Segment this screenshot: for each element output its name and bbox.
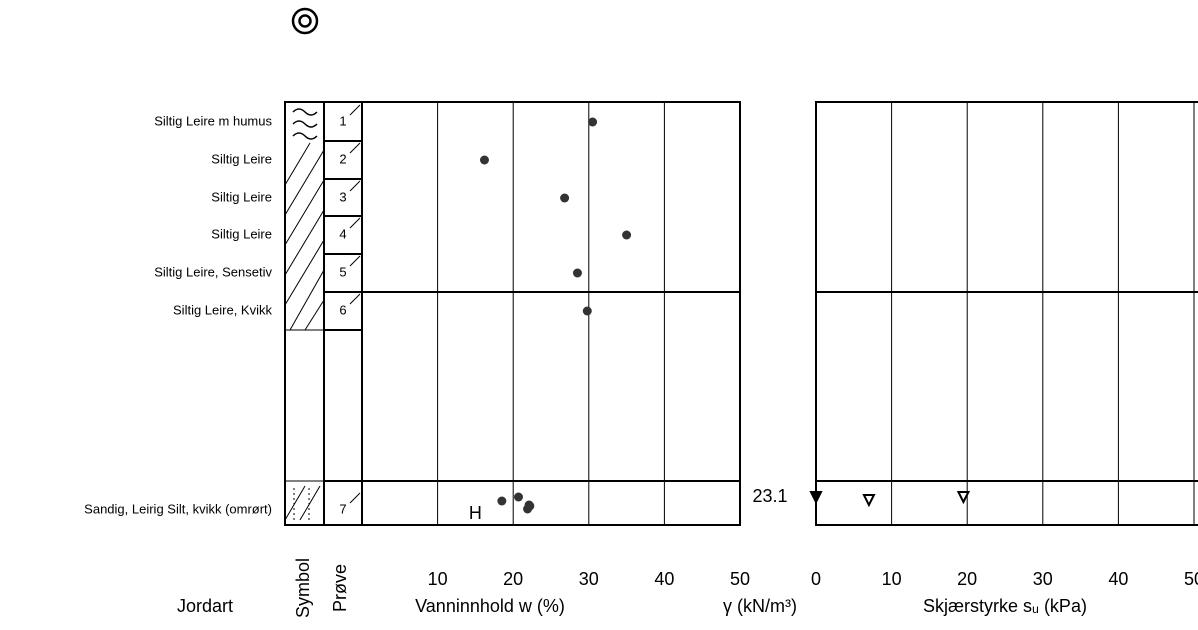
x-tick-label: 0 <box>811 569 821 589</box>
triangle <box>809 491 823 505</box>
soil-name: Sandig, Leirig Silt, kvikk (omrørt) <box>84 501 272 516</box>
frame <box>284 101 1198 526</box>
sample-tick <box>349 104 361 116</box>
point <box>525 501 535 511</box>
logo <box>291 7 319 35</box>
sample-tick <box>349 180 361 192</box>
symbol-hatch <box>284 108 325 521</box>
point <box>560 193 570 203</box>
soil-name: Siltig Leire, Sensetiv <box>154 264 272 279</box>
soil-label: Jordart <box>177 596 233 616</box>
soil-name: Siltig Leire <box>211 189 272 204</box>
sample-tick <box>349 293 361 305</box>
sample-number: 7 <box>339 501 346 516</box>
sample-tick <box>349 255 361 267</box>
point <box>479 155 489 165</box>
x-tick-label: 10 <box>882 569 902 589</box>
x-tick-label: 20 <box>503 569 523 589</box>
soil-name: Siltig Leire, Kvikk <box>173 302 272 317</box>
sample-tick <box>349 142 361 154</box>
unit-weight-label: γ (kN/m³) <box>723 596 797 616</box>
point <box>572 268 582 278</box>
x-tick-label: 40 <box>654 569 674 589</box>
x-axis-label: Skjærstyrke sᵤ (kPa) <box>923 596 1087 616</box>
annotation: H <box>469 503 482 523</box>
sample-number: 6 <box>339 302 346 317</box>
sample-label: Prøve <box>330 564 350 612</box>
unit-weight-value: 23.1 <box>752 486 787 506</box>
x-tick-label: 40 <box>1108 569 1128 589</box>
point <box>582 306 592 316</box>
sample-number: 5 <box>339 264 346 279</box>
point <box>622 230 632 240</box>
symbol-label: Symbol <box>293 558 313 618</box>
x-tick-label: 30 <box>579 569 599 589</box>
x-tick-label: 20 <box>957 569 977 589</box>
point <box>497 496 507 506</box>
x-tick-label: 30 <box>1033 569 1053 589</box>
soil-name: Siltig Leire m humus <box>154 113 272 128</box>
sample-number: 3 <box>339 189 346 204</box>
soil-name: Siltig Leire <box>211 151 272 166</box>
triangle <box>862 494 876 508</box>
sample-tick <box>349 492 361 504</box>
point <box>513 492 523 502</box>
triangle <box>956 491 971 505</box>
x-tick-label: 10 <box>428 569 448 589</box>
sample-number: 2 <box>339 151 346 166</box>
point <box>588 117 598 127</box>
sample-number: 4 <box>339 226 346 241</box>
x-tick-label: 50 <box>730 569 750 589</box>
x-tick-label: 50 <box>1184 569 1198 589</box>
soil-name: Siltig Leire <box>211 226 272 241</box>
sample-tick <box>349 217 361 229</box>
x-axis-label: Vanninnhold w (%) <box>415 596 565 616</box>
sample-number: 1 <box>339 113 346 128</box>
